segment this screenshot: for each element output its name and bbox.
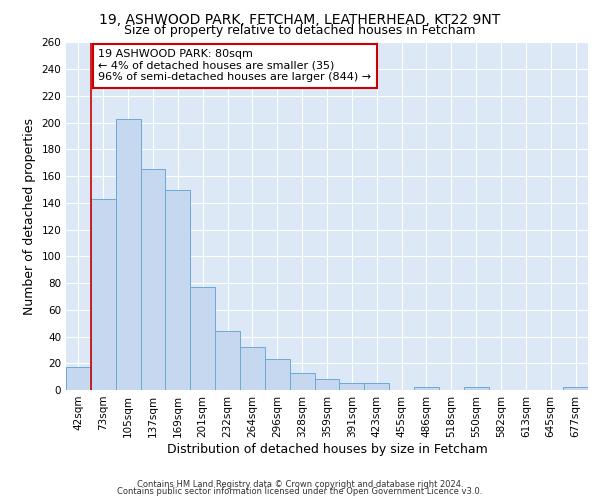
Bar — [290, 372, 314, 390]
Bar — [340, 384, 364, 390]
Text: Contains HM Land Registry data © Crown copyright and database right 2024.: Contains HM Land Registry data © Crown c… — [137, 480, 463, 489]
Text: 19, ASHWOOD PARK, FETCHAM, LEATHERHEAD, KT22 9NT: 19, ASHWOOD PARK, FETCHAM, LEATHERHEAD, … — [100, 12, 500, 26]
Bar — [240, 347, 265, 390]
Text: Size of property relative to detached houses in Fetcham: Size of property relative to detached ho… — [124, 24, 476, 37]
Bar — [91, 199, 116, 390]
Text: Contains public sector information licensed under the Open Government Licence v3: Contains public sector information licen… — [118, 488, 482, 496]
Bar — [563, 388, 588, 390]
Bar — [166, 190, 190, 390]
Y-axis label: Number of detached properties: Number of detached properties — [23, 118, 36, 315]
X-axis label: Distribution of detached houses by size in Fetcham: Distribution of detached houses by size … — [167, 442, 487, 456]
Bar — [414, 388, 439, 390]
Bar — [66, 368, 91, 390]
Bar — [265, 360, 290, 390]
Bar — [314, 380, 340, 390]
Bar — [190, 287, 215, 390]
Bar — [116, 118, 140, 390]
Bar — [464, 388, 488, 390]
Bar — [364, 384, 389, 390]
Text: 19 ASHWOOD PARK: 80sqm
← 4% of detached houses are smaller (35)
96% of semi-deta: 19 ASHWOOD PARK: 80sqm ← 4% of detached … — [98, 49, 371, 82]
Bar — [140, 170, 166, 390]
Bar — [215, 331, 240, 390]
